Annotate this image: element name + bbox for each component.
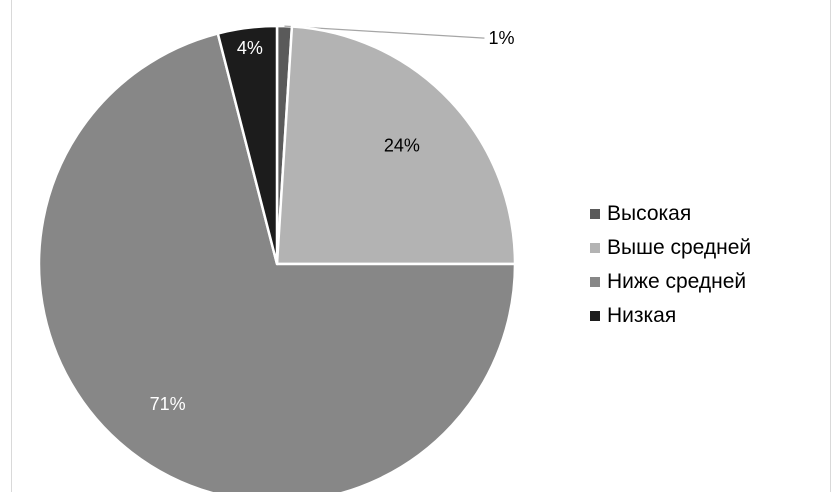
legend-label-above-average: Выше средней [607,236,752,259]
legend-swatch-high [590,209,600,219]
data-label-low: 4% [237,38,263,58]
legend-swatch-above-average [590,243,600,253]
pie-slice-above-average [275,25,517,266]
legend-swatch-below-average [590,277,600,287]
legend-item-above-average: Выше средней [590,231,751,265]
legend-swatch-low [590,311,600,321]
data-label-below-average: 71% [150,394,186,414]
legend: Высокая Выше средней Ниже средней Низкая [590,197,751,333]
data-label-high: 1% [488,28,514,48]
legend-item-below-average: Ниже средней [590,265,751,299]
pie-slice-below-average [37,32,517,492]
legend-label-high: Высокая [607,202,692,225]
legend-label-low: Низкая [607,304,677,327]
leader-line-high [284,25,485,39]
data-label-above-average: 24% [384,135,420,155]
chart-frame [11,0,831,492]
legend-item-high: Высокая [590,197,751,231]
pie-slice-low [216,24,279,266]
legend-item-low: Низкая [590,299,751,333]
legend-label-below-average: Ниже средней [607,270,747,293]
